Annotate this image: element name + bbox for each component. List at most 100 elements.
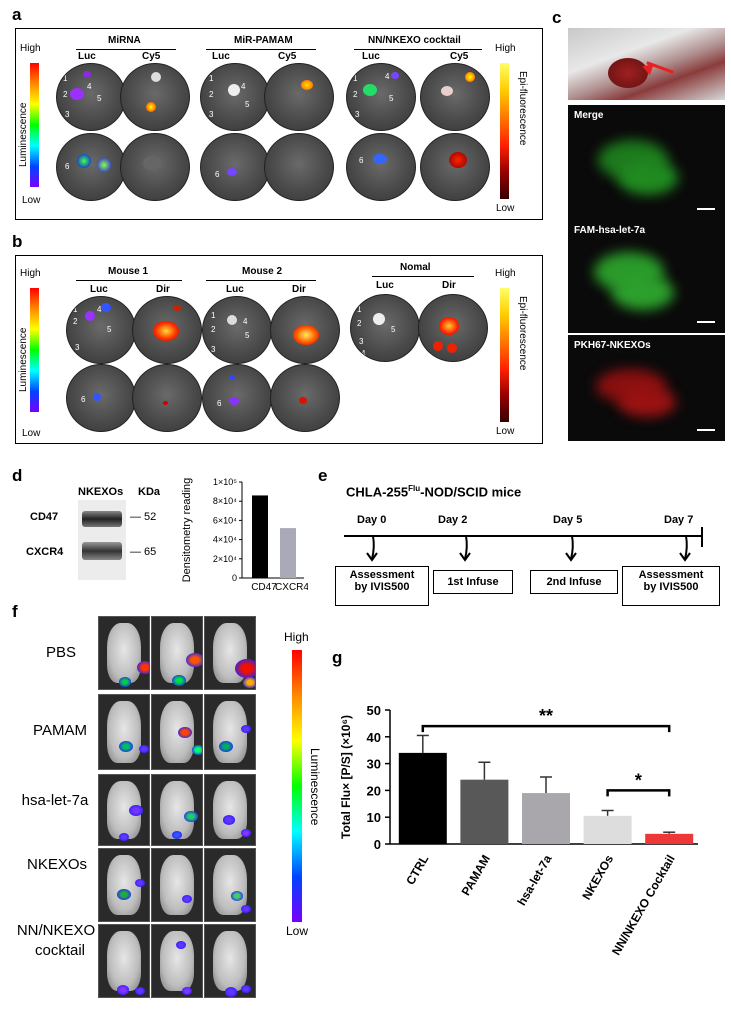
b-right-title: Epi-fluorescence xyxy=(517,296,528,371)
panel-label-f: f xyxy=(12,602,18,621)
a-left-title: Luminescence xyxy=(18,102,29,167)
e-title: CHLA-255Flu-NOD/SCID mice xyxy=(346,484,522,500)
a-group-3: NN/NKEXO cocktail xyxy=(368,35,461,46)
f-row-2-label: PAMAM xyxy=(33,722,87,739)
c-pkh-image: PKH67-NKEXOs xyxy=(568,335,725,441)
g-y-tick-label: 0 xyxy=(374,837,381,852)
a-group-3-line xyxy=(354,49,482,50)
e-day-5: Day 5 xyxy=(553,514,583,526)
b-dish-dir-1-top xyxy=(132,296,202,364)
c-fam-image: FAM-hsa-let-7a xyxy=(568,220,725,333)
f-mouse-image xyxy=(204,616,256,690)
b-dish-luc-3-top: 1 2 3 4 5 xyxy=(350,294,420,362)
e-day-7: Day 7 xyxy=(664,514,694,526)
e-box-4: Assessment by IVIS500 xyxy=(622,566,720,606)
c-fam-label: FAM-hsa-let-7a xyxy=(574,225,646,236)
f-bar-title: Luminescence xyxy=(308,748,322,826)
f-mouse-image xyxy=(204,694,256,770)
panel-label-a: a xyxy=(12,5,22,24)
a-group-1-line xyxy=(76,49,176,50)
a-dish-cy5-2-bottom xyxy=(264,133,334,201)
d-x-tick-label: CD47 xyxy=(251,582,277,593)
d-band-1-name: CD47 xyxy=(30,511,59,523)
a-dish-luc-3-top: 1 2 3 4 5 xyxy=(346,63,416,131)
b-group-3: Nomal xyxy=(400,262,431,273)
a-luc-3: Luc xyxy=(362,51,380,62)
c-merge-image: Merge xyxy=(568,105,725,220)
b-luc-1: Luc xyxy=(90,284,108,295)
b-right-low: Low xyxy=(496,426,515,437)
b-group-1-line xyxy=(76,280,182,281)
g-y-tick-label: 10 xyxy=(367,810,381,825)
f-mouse-grid xyxy=(98,614,258,1000)
a-right-title: Epi-fluorescence xyxy=(517,71,528,146)
f-mouse-image xyxy=(98,848,150,922)
f-bar-low: Low xyxy=(286,924,309,938)
b-dish-luc-1-top: 1 2 3 4 5 xyxy=(66,296,136,364)
d-bar xyxy=(280,528,296,578)
panel-label-d: d xyxy=(12,466,23,485)
b-group-2-line xyxy=(206,280,316,281)
b-left-low: Low xyxy=(22,428,41,439)
e-box-1: Assessment by IVIS500 xyxy=(335,566,429,606)
f-row-5-label: NN/NKEXO xyxy=(16,922,96,939)
g-bar xyxy=(583,815,632,844)
d-kda: KDa xyxy=(138,486,161,498)
b-dish-luc-1-bottom: 6 xyxy=(66,364,136,432)
b-dir-3: Dir xyxy=(442,280,456,291)
e-timeline xyxy=(344,527,703,562)
a-left-colorbar xyxy=(30,63,39,187)
a-cy5-3: Cy5 xyxy=(450,51,469,62)
f-mouse-image xyxy=(151,694,203,770)
panel-label-g: g xyxy=(332,648,343,667)
b-left-title: Luminescence xyxy=(18,327,29,392)
d-y-tick-label: 4×10⁴ xyxy=(213,535,237,545)
b-luc-3: Luc xyxy=(376,280,394,291)
a-group-2-line xyxy=(206,49,316,50)
f-mouse-image xyxy=(98,694,150,770)
g-bar xyxy=(522,793,570,844)
a-luc-1: Luc xyxy=(78,51,96,62)
g-chart: 0 10 20 30 40 50 CTRL PAMAM hsa-let-7a NKEXOsNN/N… xyxy=(339,703,698,958)
panel-b-box: High Low Luminescence Mouse 1 Mouse 2 No… xyxy=(15,255,543,444)
b-luc-2: Luc xyxy=(226,284,244,295)
f-mouse-image xyxy=(151,616,203,690)
d-y-tick-label: 0 xyxy=(232,573,237,583)
b-dir-1: Dir xyxy=(156,284,170,295)
b-right-high: High xyxy=(495,268,516,279)
b-group-3-line xyxy=(372,276,474,277)
panel-label-e: e xyxy=(318,466,328,485)
panel-label-b: b xyxy=(12,232,23,251)
d-band-2-kda: — 65 xyxy=(130,546,157,558)
g-x-tick-label: NN/NKEXO Cocktail xyxy=(609,853,678,958)
a-dish-luc-1-bottom: 6 xyxy=(56,133,126,201)
a-left-high: High xyxy=(20,43,41,54)
f-mouse-image xyxy=(151,848,203,922)
g-x-tick-label: PAMAM xyxy=(459,852,493,897)
a-right-low: Low xyxy=(496,203,515,214)
g-significance-label: * xyxy=(635,770,642,790)
d-header: NKEXOs xyxy=(78,486,124,498)
a-dish-luc-3-bottom: 6 xyxy=(346,133,416,201)
f-mouse-image xyxy=(98,924,150,998)
a-dish-cy5-3-bottom xyxy=(420,133,490,201)
b-left-high: High xyxy=(20,268,41,279)
a-dish-cy5-1-bottom xyxy=(120,133,190,201)
b-dir-2: Dir xyxy=(292,284,306,295)
c-pkh-label: PKH67-NKEXOs xyxy=(574,340,651,351)
a-dish-cy5-1-top xyxy=(120,63,190,131)
b-right-colorbar xyxy=(500,288,509,422)
d-y-label: Densitometry reading xyxy=(181,478,193,583)
g-bar xyxy=(645,833,694,844)
b-dish-dir-2-bottom xyxy=(270,364,340,432)
g-significance-label: ** xyxy=(539,706,553,726)
g-y-tick-label: 20 xyxy=(367,783,381,798)
b-dish-dir-3-top xyxy=(418,294,488,362)
b-dish-dir-2-top xyxy=(270,296,340,364)
f-mouse-image xyxy=(151,774,203,846)
g-y-tick-label: 30 xyxy=(367,757,381,772)
a-dish-luc-2-top: 1 2 3 4 5 xyxy=(200,63,270,131)
f-mouse-image xyxy=(98,774,150,846)
d-blot xyxy=(78,500,126,580)
f-row-3-label: hsa-let-7a xyxy=(21,792,89,809)
